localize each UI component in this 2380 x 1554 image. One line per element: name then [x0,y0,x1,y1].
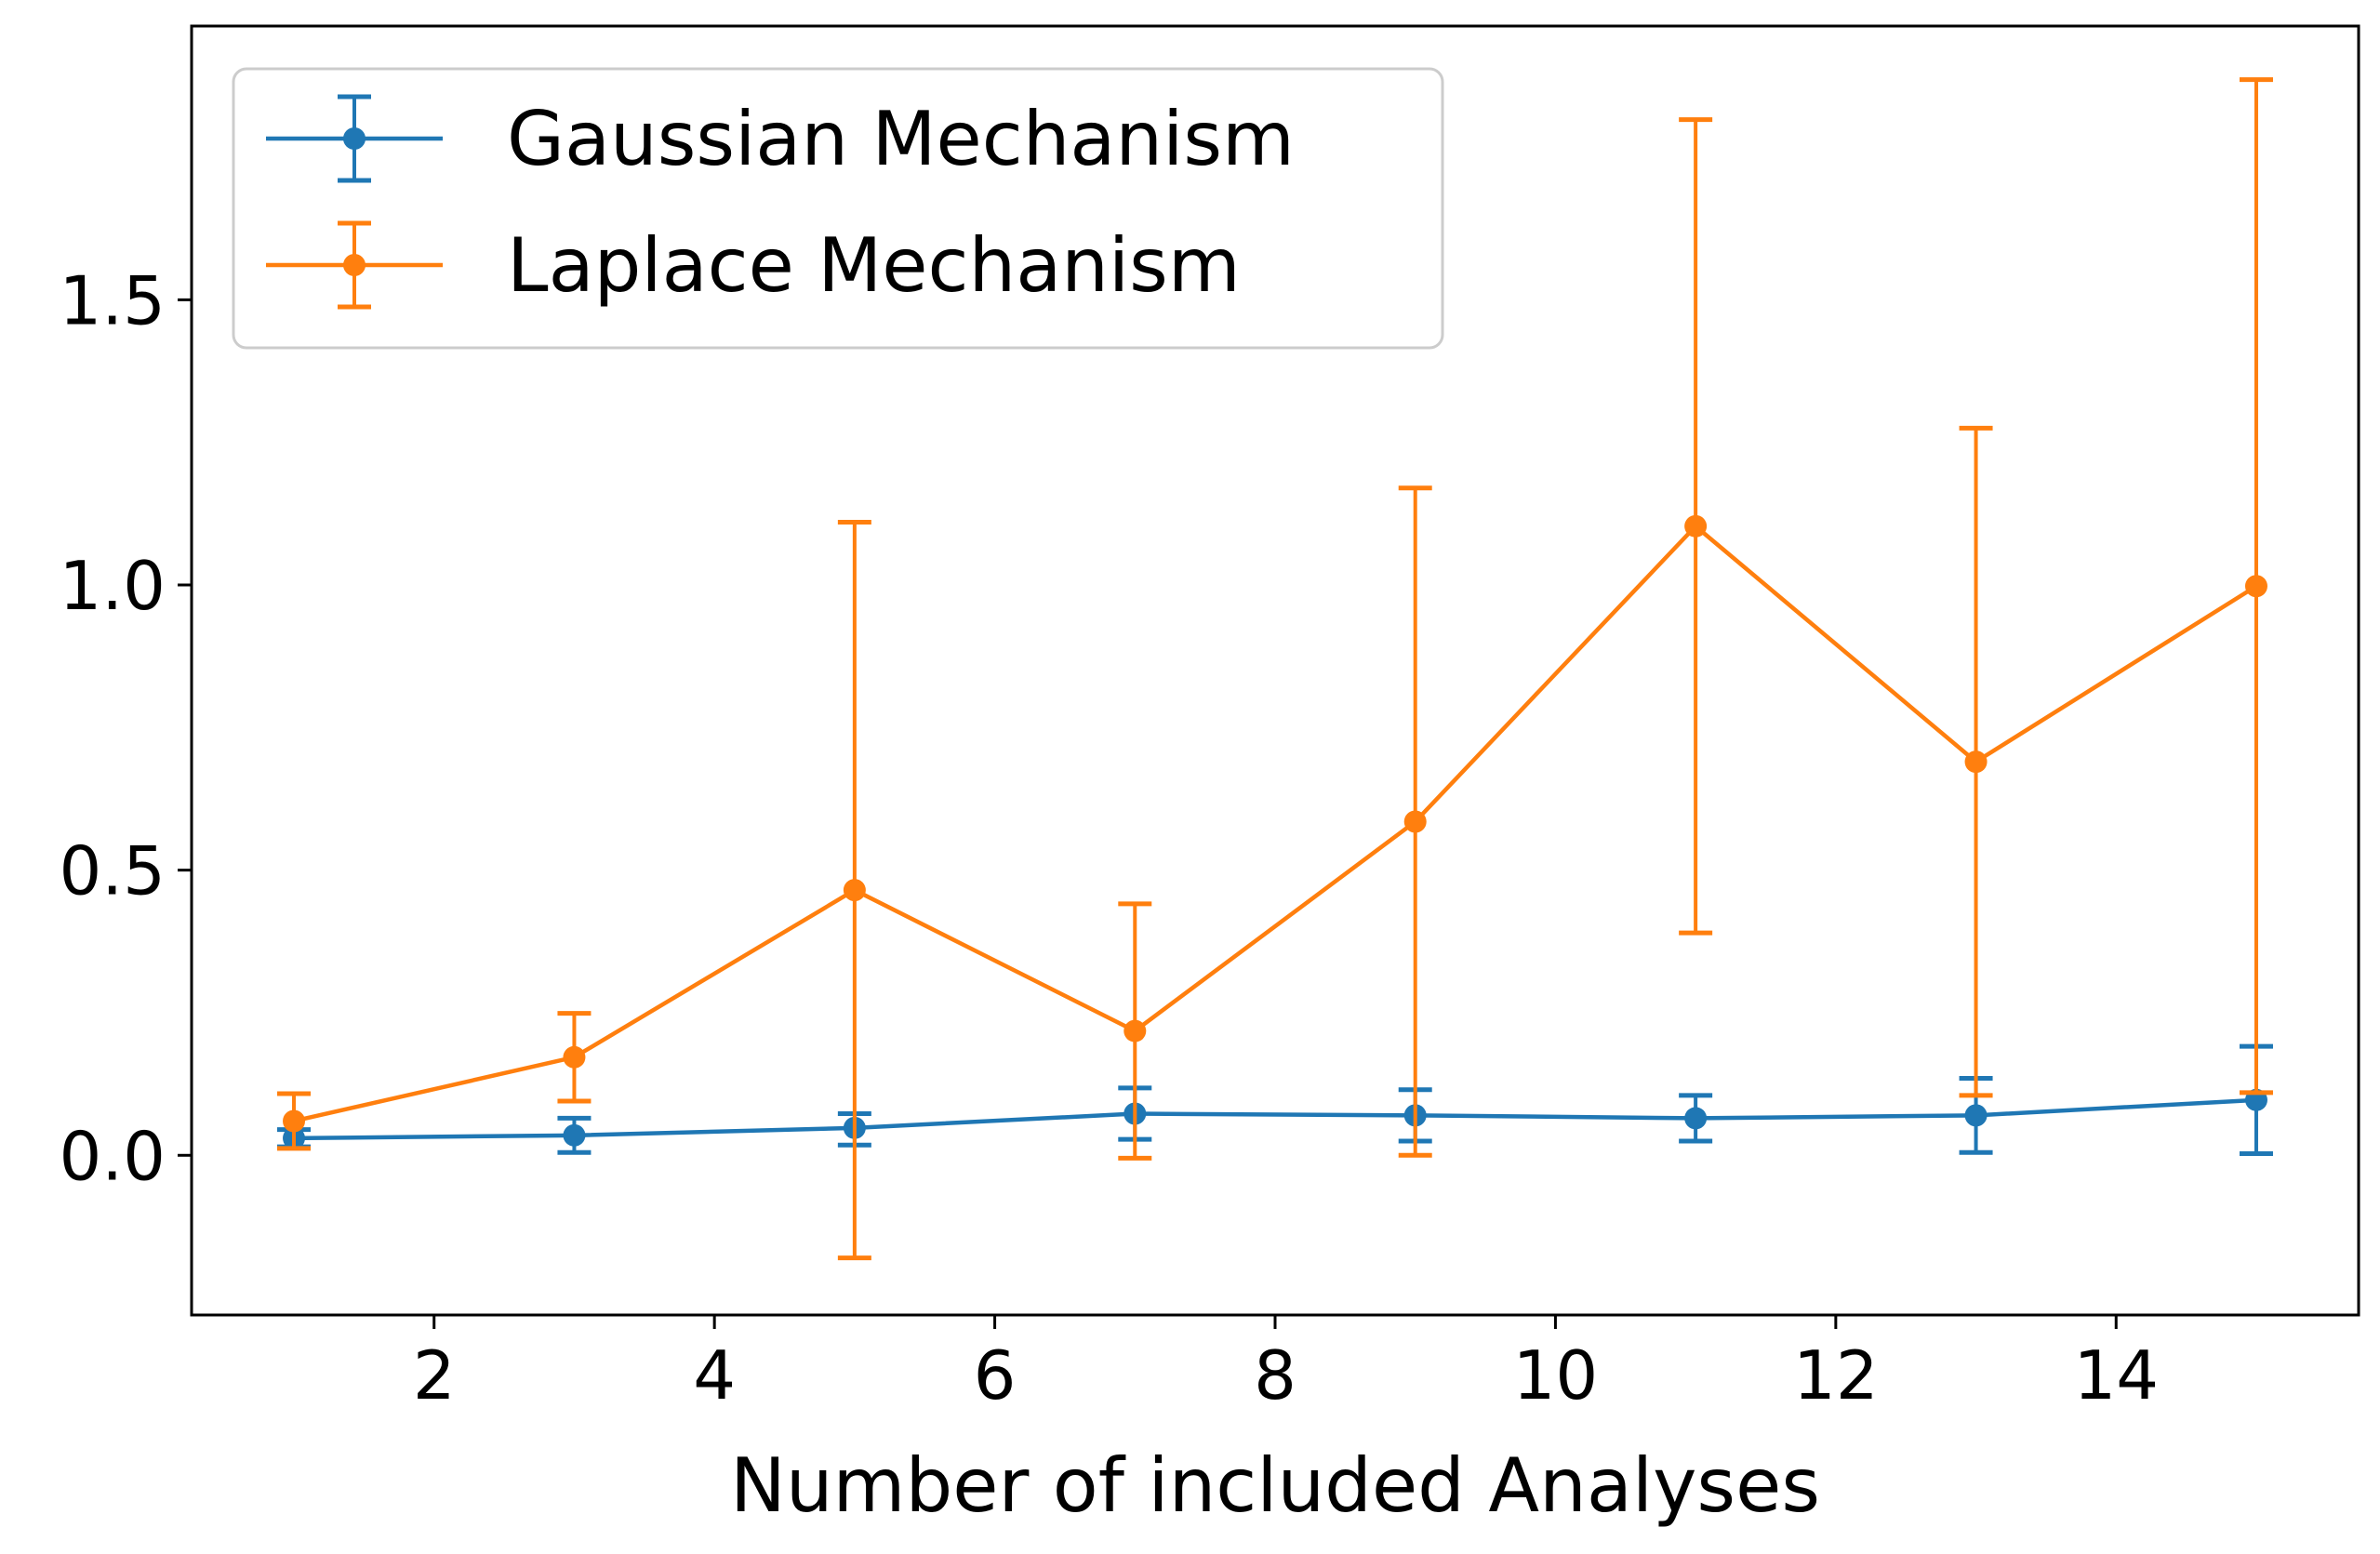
point-s0-1 [563,1123,586,1147]
legend-box [232,67,1444,350]
y-tick-label-3: 1.5 [59,261,166,339]
point-s1-5 [1684,514,1708,538]
point-s0-5 [1684,1107,1708,1130]
x-tick-label-8: 8 [1254,1336,1296,1415]
point-s1-7 [2244,575,2267,598]
x-tick-label-2: 2 [413,1336,456,1415]
point-s1-1 [563,1045,586,1069]
y-tick-label-2: 1.0 [59,547,166,625]
legend-marker [343,127,366,150]
x-tick-label-10: 10 [1513,1336,1599,1415]
legend-entries: Gaussian Mechanism Laplace Mechanism [266,94,1295,310]
point-s1-6 [1964,750,1988,774]
series-1 [277,77,2273,1261]
y-tick-label-1: 0.5 [59,832,166,910]
x-tick-label-14: 14 [2073,1336,2159,1415]
series-line-1 [293,523,2258,1123]
x-tick-label-12: 12 [1793,1336,1879,1415]
point-s0-6 [1964,1104,1988,1127]
legend-entry-0: Gaussian Mechanism [266,94,1295,183]
x-tick-label-6: 6 [974,1336,1017,1415]
legend-label-1: Laplace Mechanism [507,222,1241,309]
legend: Gaussian Mechanism Laplace Mechanism [232,67,1444,350]
y-tick-label-0: 0.0 [59,1117,166,1195]
x-axis: 2 4 6 8 10 12 14 [413,1315,2159,1415]
point-s1-0 [283,1109,306,1133]
series-line-0 [293,1097,2257,1141]
x-axis-title: Number of included Analyses [730,1442,1820,1529]
point-s1-4 [1403,810,1427,833]
point-s1-2 [843,879,866,902]
series-layer [277,77,2273,1261]
point-s1-3 [1124,1019,1147,1043]
legend-label-0: Gaussian Mechanism [507,96,1295,182]
x-tick-label-4: 4 [693,1336,736,1415]
legend-entry-1: Laplace Mechanism [266,220,1241,310]
legend-marker [343,254,366,276]
y-axis: 0.0 0.5 1.0 1.5 [59,261,192,1195]
